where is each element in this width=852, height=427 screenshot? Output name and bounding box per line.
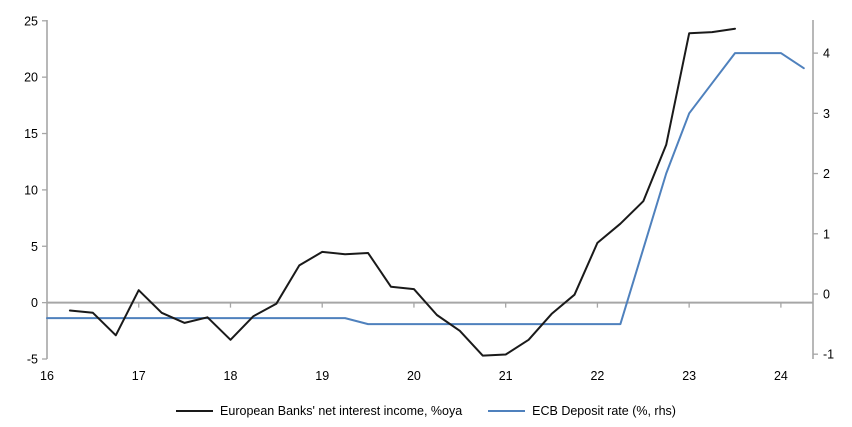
x-axis-tick-label: 24 [774, 369, 788, 383]
x-axis-tick-label: 19 [315, 369, 329, 383]
x-axis-tick-label: 20 [407, 369, 421, 383]
y-axis-right-tick-label: -1 [823, 348, 834, 362]
x-axis-tick-label: 16 [40, 369, 54, 383]
y-axis-left-tick-label: 15 [24, 127, 38, 141]
y-axis-left-tick-label: 25 [24, 14, 38, 28]
x-axis-tick-label: 23 [682, 369, 696, 383]
y-axis-right-tick-label: 2 [823, 167, 830, 181]
y-axis-right-tick-label: 0 [823, 287, 830, 301]
chart-legend: European Banks' net interest income, %oy… [0, 404, 852, 418]
y-axis-left-tick-label: 0 [31, 296, 38, 310]
y-axis-left-tick-label: 20 [24, 71, 38, 85]
y-axis-left-tick-label: -5 [27, 353, 38, 367]
net-interest-income-line [68, 27, 736, 357]
legend-item-net-interest-income: European Banks' net interest income, %oy… [176, 404, 462, 418]
blue-line-swatch-icon [488, 410, 526, 412]
legend-item-ecb-deposit-rate: ECB Deposit rate (%, rhs) [488, 404, 676, 418]
black-line-swatch-icon [176, 410, 214, 412]
legend-label: ECB Deposit rate (%, rhs) [532, 404, 676, 418]
y-axis-left-tick-label: 5 [31, 240, 38, 254]
x-axis-tick-label: 18 [224, 369, 238, 383]
ecb-deposit-rate-line [46, 52, 805, 326]
y-axis-right-tick-label: 4 [823, 47, 830, 61]
x-axis-tick-label: 21 [499, 369, 513, 383]
legend-label: European Banks' net interest income, %oy… [220, 404, 463, 418]
x-axis-tick-label: 17 [132, 369, 146, 383]
y-axis-right-tick-label: 3 [823, 107, 830, 121]
y-axis-left-tick-label: 10 [24, 183, 38, 197]
y-axis-right-tick-label: 1 [823, 227, 830, 241]
x-axis-tick-label: 22 [590, 369, 604, 383]
